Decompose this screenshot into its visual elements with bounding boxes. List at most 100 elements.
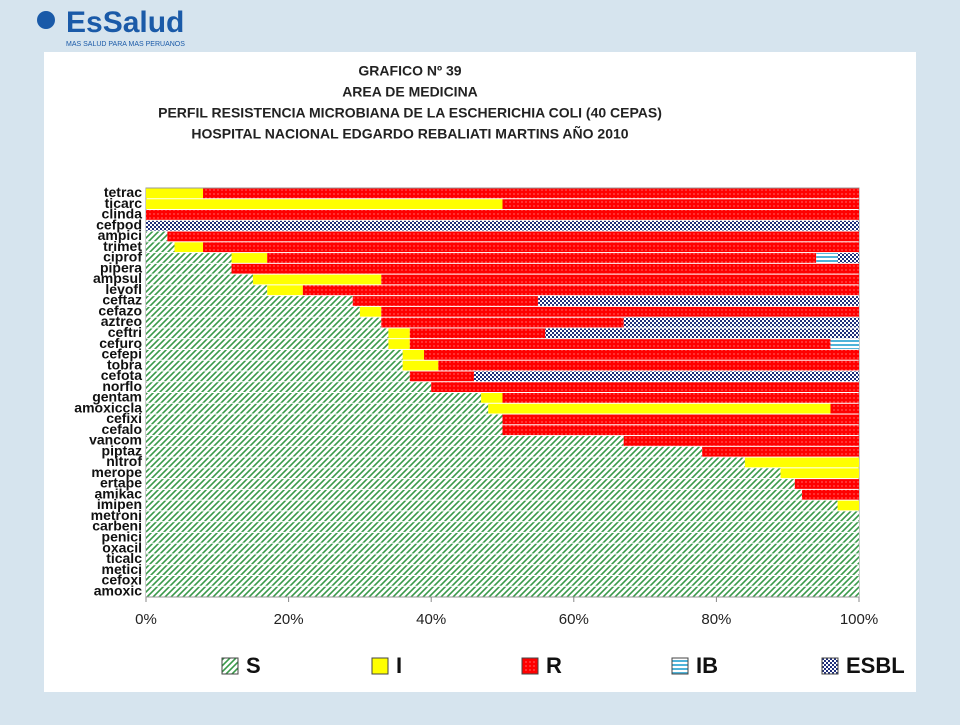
bar-segment xyxy=(146,446,703,457)
bar-segment xyxy=(502,393,859,403)
legend-label: R xyxy=(546,653,562,678)
bar-segment xyxy=(231,253,268,263)
bar-segment xyxy=(146,522,859,532)
y-tick-label: trimet xyxy=(103,238,142,254)
legend-label: S xyxy=(246,653,261,678)
bar-segment xyxy=(174,242,204,253)
y-tick-label: ceftri xyxy=(108,324,142,340)
y-tick-label: carbeni xyxy=(92,518,142,534)
bar-segment xyxy=(252,274,382,285)
bar-segment xyxy=(146,414,503,425)
y-tick-label: oxacil xyxy=(102,539,142,555)
y-tick-label: ticalc xyxy=(106,550,142,566)
logo: EsSalud xyxy=(66,6,184,39)
bar-segment xyxy=(837,500,859,511)
bar-segment xyxy=(146,339,389,349)
bar-segment xyxy=(424,349,859,360)
y-tick-label: vancom xyxy=(89,432,142,448)
bar-segment xyxy=(146,393,482,403)
x-tick-label: 100% xyxy=(840,611,878,628)
y-tick-label: penici xyxy=(102,529,142,545)
bar-segment xyxy=(381,317,624,328)
bar-segment xyxy=(409,328,546,339)
bar-segment xyxy=(545,328,859,339)
legend-swatch xyxy=(521,657,539,675)
bar-segment xyxy=(267,253,817,263)
bar-segment xyxy=(267,285,303,296)
x-tick-label: 40% xyxy=(416,611,446,628)
y-tick-label: imipen xyxy=(97,496,142,512)
y-tick-label: norflo xyxy=(102,378,142,394)
bar-segment xyxy=(146,253,232,263)
y-tick-label: cefixi xyxy=(106,410,142,426)
bar-segment xyxy=(438,360,859,371)
bar-segment xyxy=(146,328,389,339)
chart-title: HOSPITAL NACIONAL EDGARDO REBALIATI MART… xyxy=(191,125,628,142)
legend-swatch xyxy=(371,657,389,675)
bar-segment xyxy=(502,199,859,210)
bar-segment xyxy=(146,296,353,306)
y-tick-label: ampsul xyxy=(93,270,142,286)
bar-segment xyxy=(409,339,831,349)
bar-segment xyxy=(146,479,795,489)
bar-segment xyxy=(816,253,838,263)
y-tick-label: tetrac xyxy=(104,184,142,200)
bar-segment xyxy=(146,436,624,446)
bar-segment xyxy=(146,403,489,414)
bar-segment xyxy=(794,479,859,489)
bar-segment xyxy=(302,285,859,296)
bar-segment xyxy=(146,274,253,285)
y-tick-label: metici xyxy=(102,561,142,577)
y-tick-label: tobra xyxy=(107,356,142,372)
bar-segment xyxy=(146,500,838,511)
legend-swatch xyxy=(821,657,839,675)
bar-segment xyxy=(146,457,745,468)
y-tick-label: aztreo xyxy=(101,313,142,329)
bar-segment xyxy=(146,586,859,597)
x-tick-label: 60% xyxy=(559,611,589,628)
legend-swatch xyxy=(671,657,689,675)
bar-segment xyxy=(837,253,859,263)
bar-segment xyxy=(381,306,859,317)
bar-segment xyxy=(402,360,439,371)
bar-segment xyxy=(481,393,503,403)
bar-segment xyxy=(146,489,802,500)
bar-segment xyxy=(146,199,503,210)
bar-segment xyxy=(502,425,859,436)
y-tick-label: ciprof xyxy=(103,249,142,265)
bar-segment xyxy=(146,575,859,586)
bar-segment xyxy=(146,231,168,242)
bar-segment xyxy=(702,446,859,457)
y-tick-label: levofl xyxy=(105,281,142,297)
bar-segment xyxy=(146,317,382,328)
bar-segment xyxy=(623,436,859,446)
bar-segment xyxy=(146,349,403,360)
bar-segment xyxy=(167,231,859,242)
legend-label: ESBL xyxy=(846,653,905,678)
bar-segment xyxy=(146,468,781,479)
bar-segment xyxy=(409,371,474,382)
legend-label: I xyxy=(396,653,402,678)
bar-segment xyxy=(146,382,432,392)
bar-segment xyxy=(146,543,859,554)
y-tick-label: cefazo xyxy=(98,302,142,318)
y-tick-label: amikac xyxy=(95,485,143,501)
bar-segment xyxy=(830,339,859,349)
y-tick-label: gentam xyxy=(92,389,142,405)
bar-segment xyxy=(146,565,859,575)
y-tick-label: metroni xyxy=(91,507,142,523)
y-tick-label: merope xyxy=(91,464,142,480)
y-tick-label: amoxiccla xyxy=(74,399,142,415)
chart-title: PERFIL RESISTENCIA MICROBIANA DE LA ESCH… xyxy=(158,105,662,121)
y-tick-label: cefota xyxy=(101,367,142,383)
bar-segment xyxy=(146,425,503,436)
logo-icon xyxy=(37,11,55,29)
bar-segment xyxy=(146,360,403,371)
y-tick-label: pipera xyxy=(100,259,142,275)
bar-segment xyxy=(146,554,859,565)
bar-segment xyxy=(352,296,539,306)
bar-segment xyxy=(146,511,859,522)
bar-segment xyxy=(146,532,859,543)
legend-swatch xyxy=(221,657,239,675)
bar-segment xyxy=(146,285,268,296)
